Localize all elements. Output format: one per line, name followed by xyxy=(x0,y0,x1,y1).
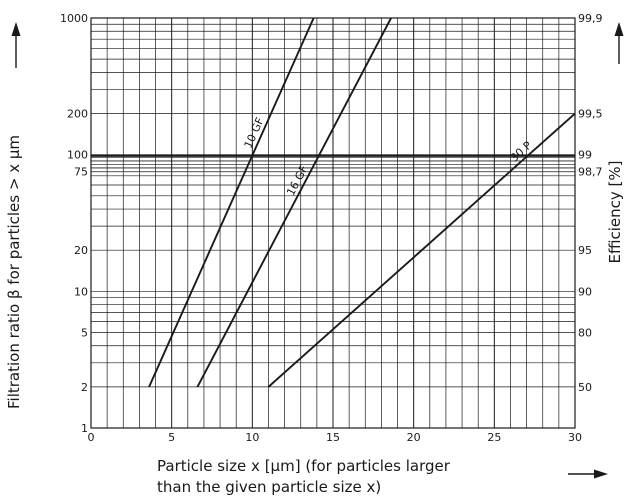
x-tick-label: 5 xyxy=(168,431,175,444)
x-tick-label: 25 xyxy=(487,431,501,444)
x-axis-title-line1: Particle size x [µm] (for particles larg… xyxy=(157,457,451,475)
y-tick-label: 5 xyxy=(81,326,88,339)
x-tick-label: 10 xyxy=(245,431,259,444)
right-arrow-icon xyxy=(614,22,624,64)
x-arrow-icon xyxy=(568,469,608,479)
x-tick-label: 15 xyxy=(326,431,340,444)
series-line xyxy=(148,17,315,388)
y-tick-label: 2 xyxy=(81,381,88,394)
efficiency-tick-label: 95 xyxy=(578,244,592,257)
series-line xyxy=(196,17,392,388)
x-tick-label: 30 xyxy=(568,431,582,444)
efficiency-tick-label: 80 xyxy=(578,326,592,339)
y-tick-label: 200 xyxy=(67,108,88,121)
plot-frame xyxy=(90,17,576,429)
efficiency-tick-label: 99,9 xyxy=(578,12,603,25)
y-axis-ticks: 1 2 5 10 20 75 100 200 1000 xyxy=(60,12,88,435)
right-axis-title: Efficiency [%] xyxy=(606,161,624,264)
left-arrow-icon xyxy=(11,22,21,68)
efficiency-tick-label: 50 xyxy=(578,381,592,394)
right-axis-ticks: 50 80 90 95 98,7 99 99,5 99,9 xyxy=(578,12,603,394)
efficiency-tick-label: 99,5 xyxy=(578,108,603,121)
y-tick-label: 100 xyxy=(67,149,88,162)
x-tick-label: 0 xyxy=(88,431,95,444)
plot-border xyxy=(90,17,576,429)
efficiency-tick-label: 99 xyxy=(578,149,592,162)
grid xyxy=(90,17,576,429)
series-lines xyxy=(148,17,576,388)
y-axis-title: Filtration ratio β for particles > x µm xyxy=(5,135,23,409)
x-axis-ticks: 0 5 10 15 20 25 30 xyxy=(88,431,583,444)
y-tick-label: 1 xyxy=(81,422,88,435)
efficiency-tick-label: 98,7 xyxy=(578,166,603,179)
y-tick-label: 1000 xyxy=(60,12,88,25)
x-tick-label: 20 xyxy=(407,431,421,444)
x-axis-title-line2: than the given particle size x) xyxy=(157,478,381,496)
series-line xyxy=(267,112,576,388)
y-tick-label: 20 xyxy=(74,244,88,257)
efficiency-tick-label: 90 xyxy=(578,285,592,298)
y-tick-label: 75 xyxy=(74,166,88,179)
y-tick-label: 10 xyxy=(74,285,88,298)
